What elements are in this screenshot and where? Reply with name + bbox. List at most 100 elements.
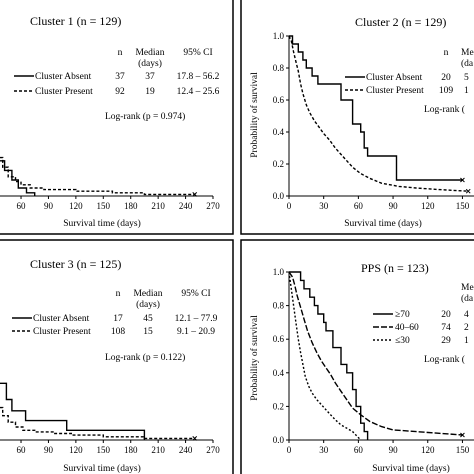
panel-3-row1-ci: 12.1 – 77.9 xyxy=(175,314,218,324)
panel-4-row1-n: 20 xyxy=(441,310,451,320)
panel-2-header-median: Me xyxy=(461,48,474,58)
panel-2-x-tick-label: 120 xyxy=(421,201,435,211)
panel-2-legend-present-label: Cluster Present xyxy=(366,86,424,96)
panel-3-series-2-censor-mark xyxy=(192,436,198,441)
panel-3-x-tick-label: 60 xyxy=(17,445,27,455)
panel-4-ylabel: Probability of survival xyxy=(249,315,260,401)
panel-4-x-tick-label: 120 xyxy=(421,445,435,455)
panel-1-plot: 60 90 120 150 180 210 240 270 xyxy=(0,156,220,211)
panel-2-title: Cluster 2 (n = 129) xyxy=(355,15,446,29)
panel-2-series-1-censor-mark xyxy=(460,177,465,183)
panel-4-legend-4060-label: 40–60 xyxy=(395,323,419,333)
panel-2-row1-n: 20 xyxy=(441,73,451,83)
panel-3-row1-n: 17 xyxy=(113,314,123,324)
panel-2-y-tick-label: 0.2 xyxy=(273,159,284,169)
panel-2-y-tick-label: 0.8 xyxy=(273,63,285,73)
panel-3-x-tick-label: 270 xyxy=(206,445,220,455)
panel-1-row2-n: 92 xyxy=(115,87,125,97)
panel-4-row3-median: 1 xyxy=(464,336,469,346)
panel-4-header-days: (da xyxy=(461,293,474,304)
panel-3-x-tick-label: 240 xyxy=(179,445,193,455)
panel-3-frame xyxy=(0,239,234,474)
panel-3-row1-median: 45 xyxy=(143,314,153,324)
panel-3-header-median: Median xyxy=(133,289,162,299)
panel-4-y-tick-label: 1.0 xyxy=(273,267,285,277)
panel-4: PPS (n = 123) Probability of survival Me… xyxy=(249,261,474,474)
panel-4-y-tick-label: 0.8 xyxy=(273,301,285,311)
panel-2-ylabel: Probability of survival xyxy=(249,72,260,158)
panel-4-xlabel: Survival time (days) xyxy=(372,463,450,474)
panel-2-header-days: (da xyxy=(461,58,474,69)
panel-4-y-tick-label: 0.0 xyxy=(273,435,285,445)
panel-1-logrank: Log-rank (p = 0.974) xyxy=(105,111,185,122)
panel-2-x-tick-label: 90 xyxy=(389,201,399,211)
panel-3-row2-n: 108 xyxy=(111,327,126,337)
panel-3-x-tick-label: 120 xyxy=(69,445,83,455)
panel-1-header-median: Median xyxy=(135,48,164,58)
panel-3-series-2-line xyxy=(0,406,195,440)
panel-3-title: Cluster 3 (n = 125) xyxy=(30,257,121,271)
panel-2-series-2-censor-mark xyxy=(465,188,471,194)
panel-1-header-ci: 95% CI xyxy=(183,48,212,58)
panel-1-row1-ci: 17.8 – 56.2 xyxy=(177,72,220,82)
panel-4-title: PPS (n = 123) xyxy=(361,261,429,275)
panel-1-x-tick-label: 180 xyxy=(124,201,138,211)
panel-4-header-median: Me xyxy=(461,283,474,293)
panel-4-x-tick-label: 30 xyxy=(319,445,329,455)
panel-1-xlabel: Survival time (days) xyxy=(63,218,141,229)
panel-4-x-tick-label: 150 xyxy=(456,445,470,455)
panel-4-legend-le30-label: ≤30 xyxy=(395,336,410,346)
panel-1-row2-median: 19 xyxy=(145,87,155,97)
panel-4-series-1-line xyxy=(289,271,369,440)
panel-1-x-tick-label: 120 xyxy=(69,201,83,211)
panel-1-series-2-censor-mark xyxy=(192,192,198,197)
panel-4-x-tick-label: 0 xyxy=(287,445,292,455)
panel-1-x-tick-label: 210 xyxy=(151,201,165,211)
panel-1-header-days: (days) xyxy=(138,58,162,69)
panel-3-x-tick-label: 180 xyxy=(124,445,138,455)
panel-2-x-tick-label: 60 xyxy=(354,201,364,211)
panel-3: Cluster 3 (n = 125) n Median (days) 95% … xyxy=(12,257,218,474)
panel-2-y-tick-label: 0.6 xyxy=(273,95,285,105)
panel-2-y-tick-label: 0.0 xyxy=(273,191,285,201)
panel-3-logrank: Log-rank (p = 0.122) xyxy=(105,352,185,363)
panel-2-header-n: n xyxy=(444,48,449,58)
panel-2-row2-n: 109 xyxy=(439,86,454,96)
panel-1-legend-absent-label: Cluster Absent xyxy=(35,72,92,82)
panel-4-y-tick-label: 0.4 xyxy=(273,368,285,378)
panel-3-x-tick-label: 150 xyxy=(97,445,111,455)
panel-3-row2-ci: 9.1 – 20.9 xyxy=(177,327,215,337)
panel-3-x-tick-label: 210 xyxy=(151,445,165,455)
panel-2-frame xyxy=(240,0,474,235)
panel-1-legend-present-label: Cluster Present xyxy=(35,87,93,97)
panel-4-y-tick-label: 0.6 xyxy=(273,334,285,344)
panel-4-legend-ge70-label: ≥70 xyxy=(395,310,410,320)
panel-3-header-ci: 95% CI xyxy=(181,289,210,299)
panel-3-xlabel: Survival time (days) xyxy=(63,463,141,474)
panel-4-x-tick-label: 90 xyxy=(389,445,399,455)
panel-4-row3-n: 29 xyxy=(441,336,451,346)
panel-1-series-1-line xyxy=(0,160,36,196)
panel-2-y-tick-label: 1.0 xyxy=(273,31,285,41)
panel-4-x-tick-label: 60 xyxy=(354,445,364,455)
panel-2-logrank: Log-rank ( xyxy=(424,104,465,115)
panel-4-row2-n: 74 xyxy=(441,323,451,333)
panel-4-logrank: Log-rank ( xyxy=(424,354,465,365)
panel-2-xlabel: Survival time (days) xyxy=(344,218,422,229)
panel-1-row2-ci: 12.4 – 25.6 xyxy=(177,87,220,97)
panel-3-header-n: n xyxy=(116,289,121,299)
panel-2-x-tick-label: 30 xyxy=(319,201,329,211)
panel-2-x-tick-label: 150 xyxy=(456,201,470,211)
panel-1-x-tick-label: 60 xyxy=(17,201,27,211)
panel-1-frame xyxy=(0,0,234,235)
panel-2-row2-median: 1 xyxy=(464,86,469,96)
panel-2-series-2-line xyxy=(289,35,469,192)
panel-1-x-tick-label: 240 xyxy=(179,201,193,211)
panel-1-x-tick-label: 270 xyxy=(206,201,220,211)
panel-4-series-3-line xyxy=(289,271,362,441)
panel-3-row2-median: 15 xyxy=(143,327,153,337)
panel-3-header-days: (days) xyxy=(136,299,160,310)
panel-4-series-2-line xyxy=(289,271,463,436)
panel-3-legend-absent-label: Cluster Absent xyxy=(33,314,90,324)
